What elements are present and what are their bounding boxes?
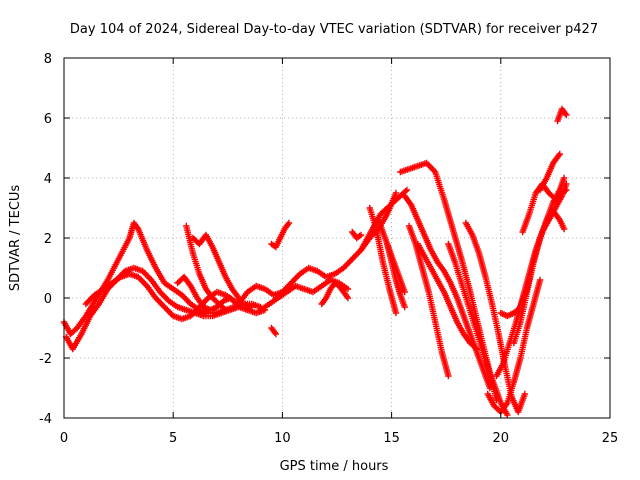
y-tick-label: -2 bbox=[39, 352, 52, 367]
x-tick-label: 5 bbox=[169, 431, 177, 446]
data-point bbox=[563, 186, 570, 194]
y-tick-label: 6 bbox=[44, 112, 52, 127]
data-point bbox=[357, 231, 365, 239]
data-point bbox=[222, 306, 229, 314]
y-tick-label: 0 bbox=[44, 292, 52, 307]
chart-title: Day 104 of 2024, Sidereal Day-to-day VTE… bbox=[70, 22, 598, 37]
data-point bbox=[285, 219, 293, 227]
data-point bbox=[486, 384, 494, 392]
data-point bbox=[401, 288, 408, 296]
x-axis-label: GPS time / hours bbox=[280, 459, 389, 474]
data-point bbox=[473, 345, 480, 353]
y-tick-label: 8 bbox=[44, 52, 52, 67]
data-point bbox=[472, 344, 479, 351]
axis-ticks bbox=[63, 57, 611, 419]
data-point bbox=[560, 225, 568, 233]
data-point bbox=[560, 174, 568, 182]
data-points bbox=[60, 105, 570, 419]
data-point bbox=[344, 294, 352, 302]
data-point bbox=[556, 150, 563, 158]
data-point bbox=[504, 411, 511, 419]
data-point bbox=[563, 111, 570, 119]
x-tick-label: 15 bbox=[383, 431, 400, 446]
x-tick-label: 20 bbox=[493, 431, 510, 446]
x-tick-label: 0 bbox=[60, 431, 68, 446]
data-point bbox=[401, 303, 408, 311]
data-point bbox=[272, 330, 280, 338]
data-point bbox=[248, 303, 256, 311]
y-tick-label: 2 bbox=[44, 232, 52, 247]
data-point bbox=[536, 276, 544, 284]
x-tick-label: 25 bbox=[602, 431, 619, 446]
x-tick-labels: 0 5 10 15 20 25 bbox=[60, 431, 618, 446]
data-point bbox=[445, 372, 452, 380]
data-point bbox=[403, 186, 411, 194]
data-point bbox=[402, 188, 409, 195]
data-point bbox=[392, 189, 400, 197]
grid-lines bbox=[64, 58, 610, 418]
data-point bbox=[392, 309, 400, 317]
y-tick-label: 4 bbox=[44, 172, 52, 187]
y-axis-label: SDTVAR / TECUs bbox=[8, 185, 23, 292]
y-tick-label: -4 bbox=[39, 412, 52, 427]
data-point bbox=[344, 285, 352, 293]
data-point bbox=[221, 305, 228, 312]
data-point bbox=[521, 390, 529, 398]
y-tick-labels: -4 -2 0 2 4 6 8 bbox=[39, 52, 52, 427]
x-tick-label: 10 bbox=[274, 431, 291, 446]
